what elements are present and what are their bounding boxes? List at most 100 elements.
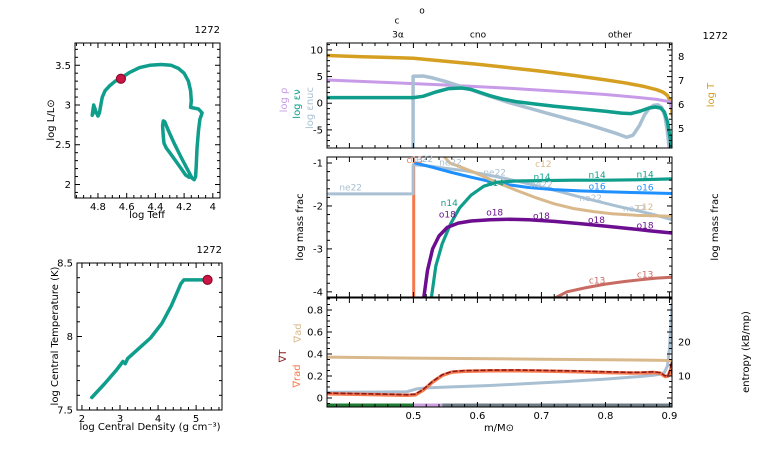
hr-xtick: 4.2 — [176, 202, 192, 213]
burn-ytick: 10 — [310, 45, 323, 56]
grad-y2tick: 20 — [678, 337, 691, 348]
burn-category-cno: cno — [469, 30, 487, 41]
hr-xtick: 4 — [210, 202, 216, 213]
curve-label-n14: n14 — [637, 171, 654, 181]
series-c13 — [553, 275, 672, 297]
curve-label-o18: o18 — [533, 212, 550, 222]
grad-xtick: 0.6 — [469, 411, 485, 422]
grad-y2tick: 10 — [678, 372, 691, 383]
curve-label-n14: n14 — [589, 171, 606, 181]
curve-label-c13: c13 — [637, 271, 653, 281]
grad-y2-label-entropy: entropy (kB/mp) — [741, 311, 752, 393]
tc-xtick: 3 — [117, 414, 123, 425]
profiles-model-number: 1272 — [702, 31, 728, 42]
burn-y2tick: 5 — [678, 124, 684, 135]
burning-profile-panel: -5 0 5 10 5 6 7 8 — [310, 42, 684, 149]
curve-label-n14: n14 — [441, 199, 458, 209]
curve-label-n14: n14 — [533, 173, 550, 183]
tc-model-number: 1272 — [196, 245, 222, 256]
abund-ytick: -4 — [313, 287, 323, 298]
tc-x-axis-label: log Central Density (g cm⁻³) — [79, 422, 221, 433]
tc-ytick: 7.5 — [57, 406, 73, 417]
tc-xtick: 2 — [79, 414, 85, 425]
hr-xtick: 4.4 — [147, 202, 163, 213]
burn-marker-c: c — [394, 16, 400, 27]
burn-y2tick: 7 — [678, 76, 684, 87]
curve-label-ne22: ne22 — [623, 205, 646, 215]
curve-label-ne22: ne22 — [339, 183, 362, 193]
grad-xtick: 0.9 — [661, 411, 677, 422]
convective-zone-bar — [327, 403, 414, 407]
series-entropy — [327, 303, 672, 394]
gradient-panel: 0.5 0.6 0.7 0.8 0.9 0 0.2 0.4 0.6 0.8 10 20 — [307, 297, 691, 422]
hr-ytick: 2.5 — [55, 140, 71, 151]
series-tc-rho-track — [90, 278, 210, 400]
grad-ytick: 0.6 — [307, 327, 323, 338]
burn-ytick: -5 — [313, 125, 323, 136]
hr-ytick: 3 — [65, 101, 71, 112]
curve-label-o18: o18 — [439, 211, 456, 221]
grad-y-label-gradrad: ∇rad — [292, 364, 303, 388]
curve-label-o18: o18 — [486, 208, 503, 218]
hr-x-axis-label: log Teff — [129, 210, 165, 221]
curve-label-c13: c13 — [589, 276, 605, 286]
hr-diagram-panel: 4.8 4.6 4.4 4.2 4 2 2.5 3 3.5 — [55, 42, 221, 213]
curve-label-ne22: ne22 — [410, 155, 433, 165]
hr-ytick: 2 — [65, 180, 71, 191]
hr-model-number: 1272 — [194, 25, 220, 36]
curve-label-o18: o18 — [588, 216, 605, 226]
burn-ytick: 0 — [317, 99, 323, 110]
series-grad-T — [327, 360, 672, 396]
grad-xtick: 0.8 — [597, 411, 613, 422]
burn-marker-o: o — [419, 6, 425, 17]
curve-label-ne22: ne22 — [483, 168, 506, 178]
curve-label-o16: o16 — [589, 183, 606, 193]
burn-y2tick: 8 — [678, 52, 684, 63]
abund-ytick: -2 — [313, 201, 323, 212]
burn-frame — [326, 42, 673, 149]
burn-y-label-logrho: log ρ — [279, 87, 290, 113]
current-model-marker — [202, 274, 213, 286]
hr-y-axis-label: log L/L⊙ — [46, 99, 57, 141]
tc-y-axis-label: log Central Temperature (K) — [50, 266, 61, 406]
grad-xtick: 0.7 — [533, 411, 549, 422]
hr-xtick: 4.8 — [90, 202, 106, 213]
tc-xtick: 4 — [155, 414, 161, 425]
abund-y-label: log mass frac — [295, 193, 306, 261]
burn-ytick: 5 — [317, 72, 323, 83]
tc-ytick: 8.5 — [57, 259, 73, 270]
abund-ytick: -3 — [313, 244, 323, 255]
burn-category-other: other — [608, 30, 632, 41]
grad-ytick: 0.8 — [307, 305, 323, 316]
series-log-rho — [327, 78, 672, 114]
series-evolution-track — [90, 62, 204, 182]
curve-label-n14: n14 — [487, 179, 504, 189]
curve-label-c13: c13 — [406, 156, 422, 166]
tc-xtick: 5 — [193, 414, 199, 425]
curve-label-ne22: ne22 — [579, 194, 602, 204]
burn-y2-label-logT: log T — [706, 82, 717, 108]
grad-y-label-gradT: ∇T — [278, 349, 289, 363]
tcrho-panel: 2 3 4 5 7.5 8 8.5 — [57, 259, 223, 425]
grad-ytick: 0 — [317, 393, 323, 404]
curve-label-o16: o16 — [637, 183, 654, 193]
grad-x-axis-label: m/M⊙ — [483, 423, 515, 434]
mixing-zone-bar — [413, 403, 443, 407]
burn-y2tick: 6 — [678, 100, 684, 111]
hr-ytick: 3.5 — [55, 61, 71, 72]
abund-ytick: -1 — [313, 159, 323, 170]
grad-y-label-gradad: ∇ad — [293, 323, 304, 343]
series-c12 — [442, 157, 672, 218]
burn-y-label-epsnu: log εν — [292, 89, 303, 119]
radiative-zone-bar — [442, 403, 672, 407]
series-o18 — [422, 217, 672, 297]
series-log-eps-nu — [327, 86, 672, 148]
grad-frame — [326, 297, 673, 408]
burn-y-label-epsnuc: log εnuc — [305, 86, 316, 130]
series-n14 — [429, 177, 672, 297]
curve-label-ne22: ne22 — [439, 159, 462, 169]
burn-category-3a: 3α — [392, 30, 404, 41]
